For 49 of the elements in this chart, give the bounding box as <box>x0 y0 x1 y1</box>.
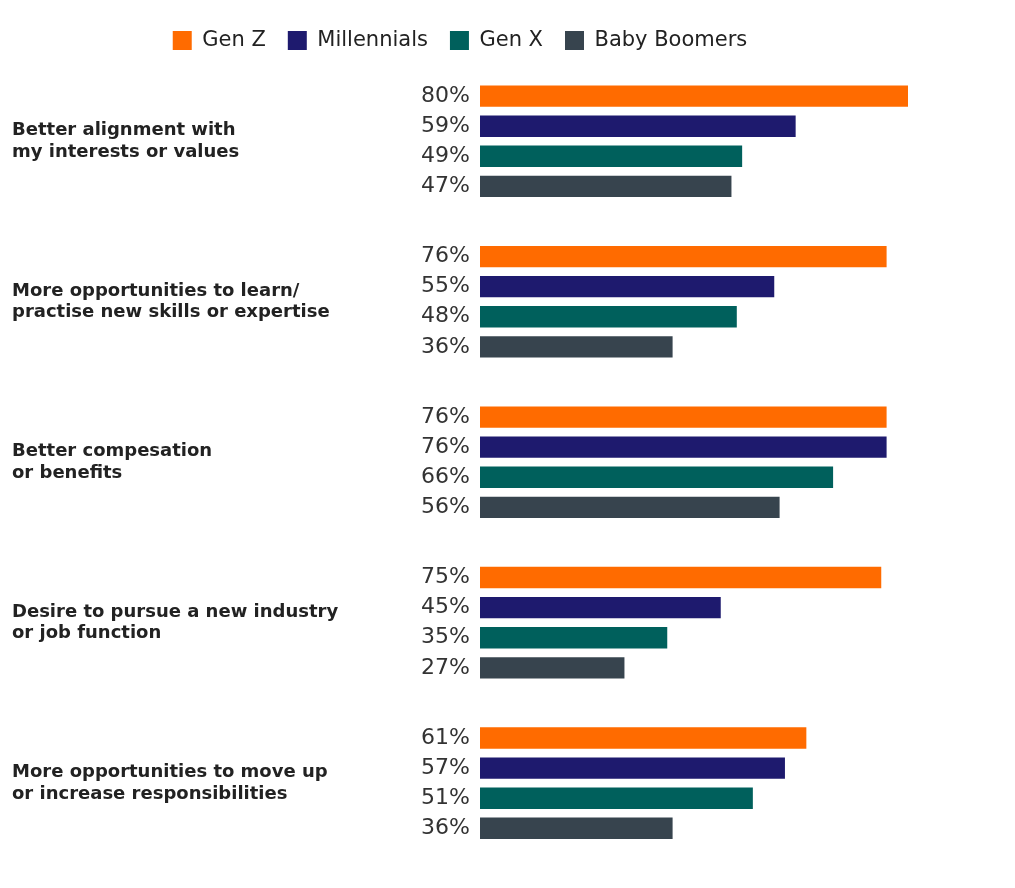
data-label: 56% <box>421 493 470 519</box>
bar <box>480 115 796 137</box>
data-label: 59% <box>421 111 470 137</box>
legend-label: Baby Boomers <box>594 26 748 51</box>
data-label: 48% <box>421 302 470 328</box>
data-label: 66% <box>421 462 470 488</box>
data-label: 51% <box>421 783 470 809</box>
data-label: 76% <box>421 242 470 268</box>
bar <box>480 496 780 519</box>
bar <box>480 406 887 428</box>
y-tick-label: Better compesation or benefits <box>12 439 213 482</box>
data-label: 27% <box>421 653 470 679</box>
bar <box>480 466 834 488</box>
bar <box>480 275 775 298</box>
legend-label: Millennials <box>317 26 428 51</box>
bar <box>480 436 887 458</box>
bar <box>480 657 625 679</box>
data-label: 45% <box>421 593 470 619</box>
data-label: 76% <box>421 432 470 458</box>
y-tick-label: More opportunities to move up or increase responsibilities <box>12 760 328 803</box>
data-label: 35% <box>421 623 470 649</box>
bar <box>480 727 807 749</box>
bar <box>480 757 785 779</box>
bar <box>480 566 882 589</box>
bar <box>480 817 673 839</box>
y-tick-label: Desire to pursue a new industry or job function <box>12 599 339 643</box>
data-label: 36% <box>421 814 470 840</box>
data-label: 76% <box>421 402 470 428</box>
bar <box>480 306 737 328</box>
data-label: 75% <box>421 563 470 589</box>
y-tick-label: Better alignment with my interests or values <box>12 118 240 161</box>
bar <box>480 145 743 167</box>
data-label: 57% <box>421 753 470 779</box>
legend-label: Gen Z <box>202 26 266 51</box>
y-tick-label: More opportunities to learn/ practise new skills or expertise <box>12 278 330 322</box>
bar <box>480 245 887 268</box>
data-label: 80% <box>421 81 470 107</box>
legend-label: Gen X <box>479 26 544 51</box>
bar <box>480 787 753 809</box>
bar <box>480 336 673 358</box>
data-label: 61% <box>421 723 470 749</box>
bar <box>480 627 668 649</box>
bar <box>480 596 721 619</box>
data-label: 49% <box>421 142 470 167</box>
bar <box>480 175 732 198</box>
data-label: 36% <box>421 332 470 358</box>
bar <box>480 85 908 107</box>
data-label: 47% <box>421 172 470 198</box>
data-label: 55% <box>421 272 470 298</box>
